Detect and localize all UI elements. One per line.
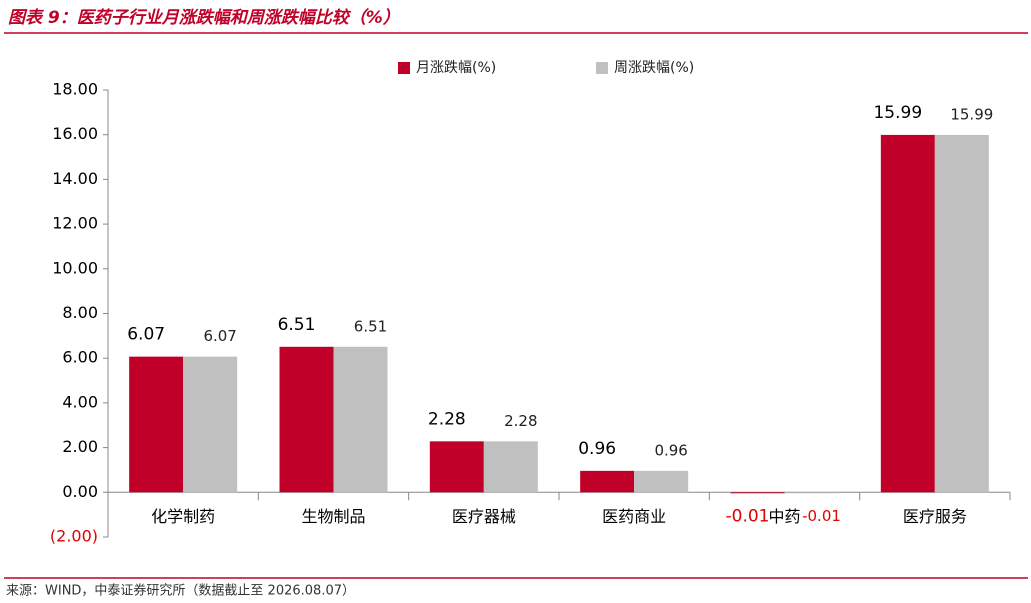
bar	[129, 356, 184, 493]
bar	[580, 470, 635, 493]
y-tick-label: 10.00	[52, 258, 98, 277]
y-tick-label: 8.00	[62, 303, 98, 322]
y-tick-label: 16.00	[52, 124, 98, 143]
y-tick-label: (2.00)	[50, 527, 98, 546]
value-label: 2.28	[504, 412, 537, 430]
bar	[279, 346, 334, 493]
y-tick-label: 2.00	[62, 437, 98, 456]
value-label: -0.01	[802, 507, 841, 525]
bar	[784, 492, 839, 494]
value-label: 6.51	[354, 317, 387, 335]
bar	[429, 441, 484, 493]
value-label: 0.96	[578, 439, 616, 459]
bar	[880, 134, 935, 493]
value-label: -0.01	[726, 506, 770, 526]
chart-title: 图表 9：医药子行业月涨跌幅和周涨跌幅比较（%）	[8, 8, 400, 28]
legend-swatch	[398, 62, 410, 74]
x-tick-label: 中药	[768, 507, 800, 526]
y-tick-label: 14.00	[52, 169, 98, 188]
value-label: 6.07	[127, 325, 165, 345]
y-tick-label: 4.00	[62, 392, 98, 411]
y-tick-label: 0.00	[62, 482, 98, 501]
bar	[634, 470, 689, 493]
bar	[183, 356, 238, 493]
value-label: 2.28	[428, 409, 466, 429]
x-tick-label: 化学制药	[151, 507, 215, 526]
bar	[483, 441, 538, 493]
bar	[730, 492, 785, 494]
value-label: 0.96	[654, 441, 687, 459]
y-tick-label: 18.00	[52, 80, 98, 99]
x-tick-label: 医疗服务	[903, 507, 967, 526]
y-tick-label: 6.00	[62, 348, 98, 367]
x-tick-label: 生物制品	[301, 507, 365, 526]
source-note: 来源：WIND，中泰证券研究所（数据截止至 2026.08.07）	[6, 583, 355, 599]
bar	[333, 346, 388, 493]
bar	[934, 134, 989, 493]
value-label: 15.99	[950, 105, 993, 123]
legend-swatch	[596, 62, 608, 74]
value-label: 6.07	[203, 327, 236, 345]
value-label: 15.99	[873, 103, 922, 123]
x-tick-label: 医药商业	[602, 507, 666, 526]
x-tick-label: 医疗器械	[452, 507, 516, 526]
y-tick-label: 12.00	[52, 214, 98, 233]
value-label: 6.51	[278, 315, 316, 335]
legend-label: 周涨跌幅(%)	[614, 60, 694, 76]
legend-label: 月涨跌幅(%)	[416, 60, 496, 76]
